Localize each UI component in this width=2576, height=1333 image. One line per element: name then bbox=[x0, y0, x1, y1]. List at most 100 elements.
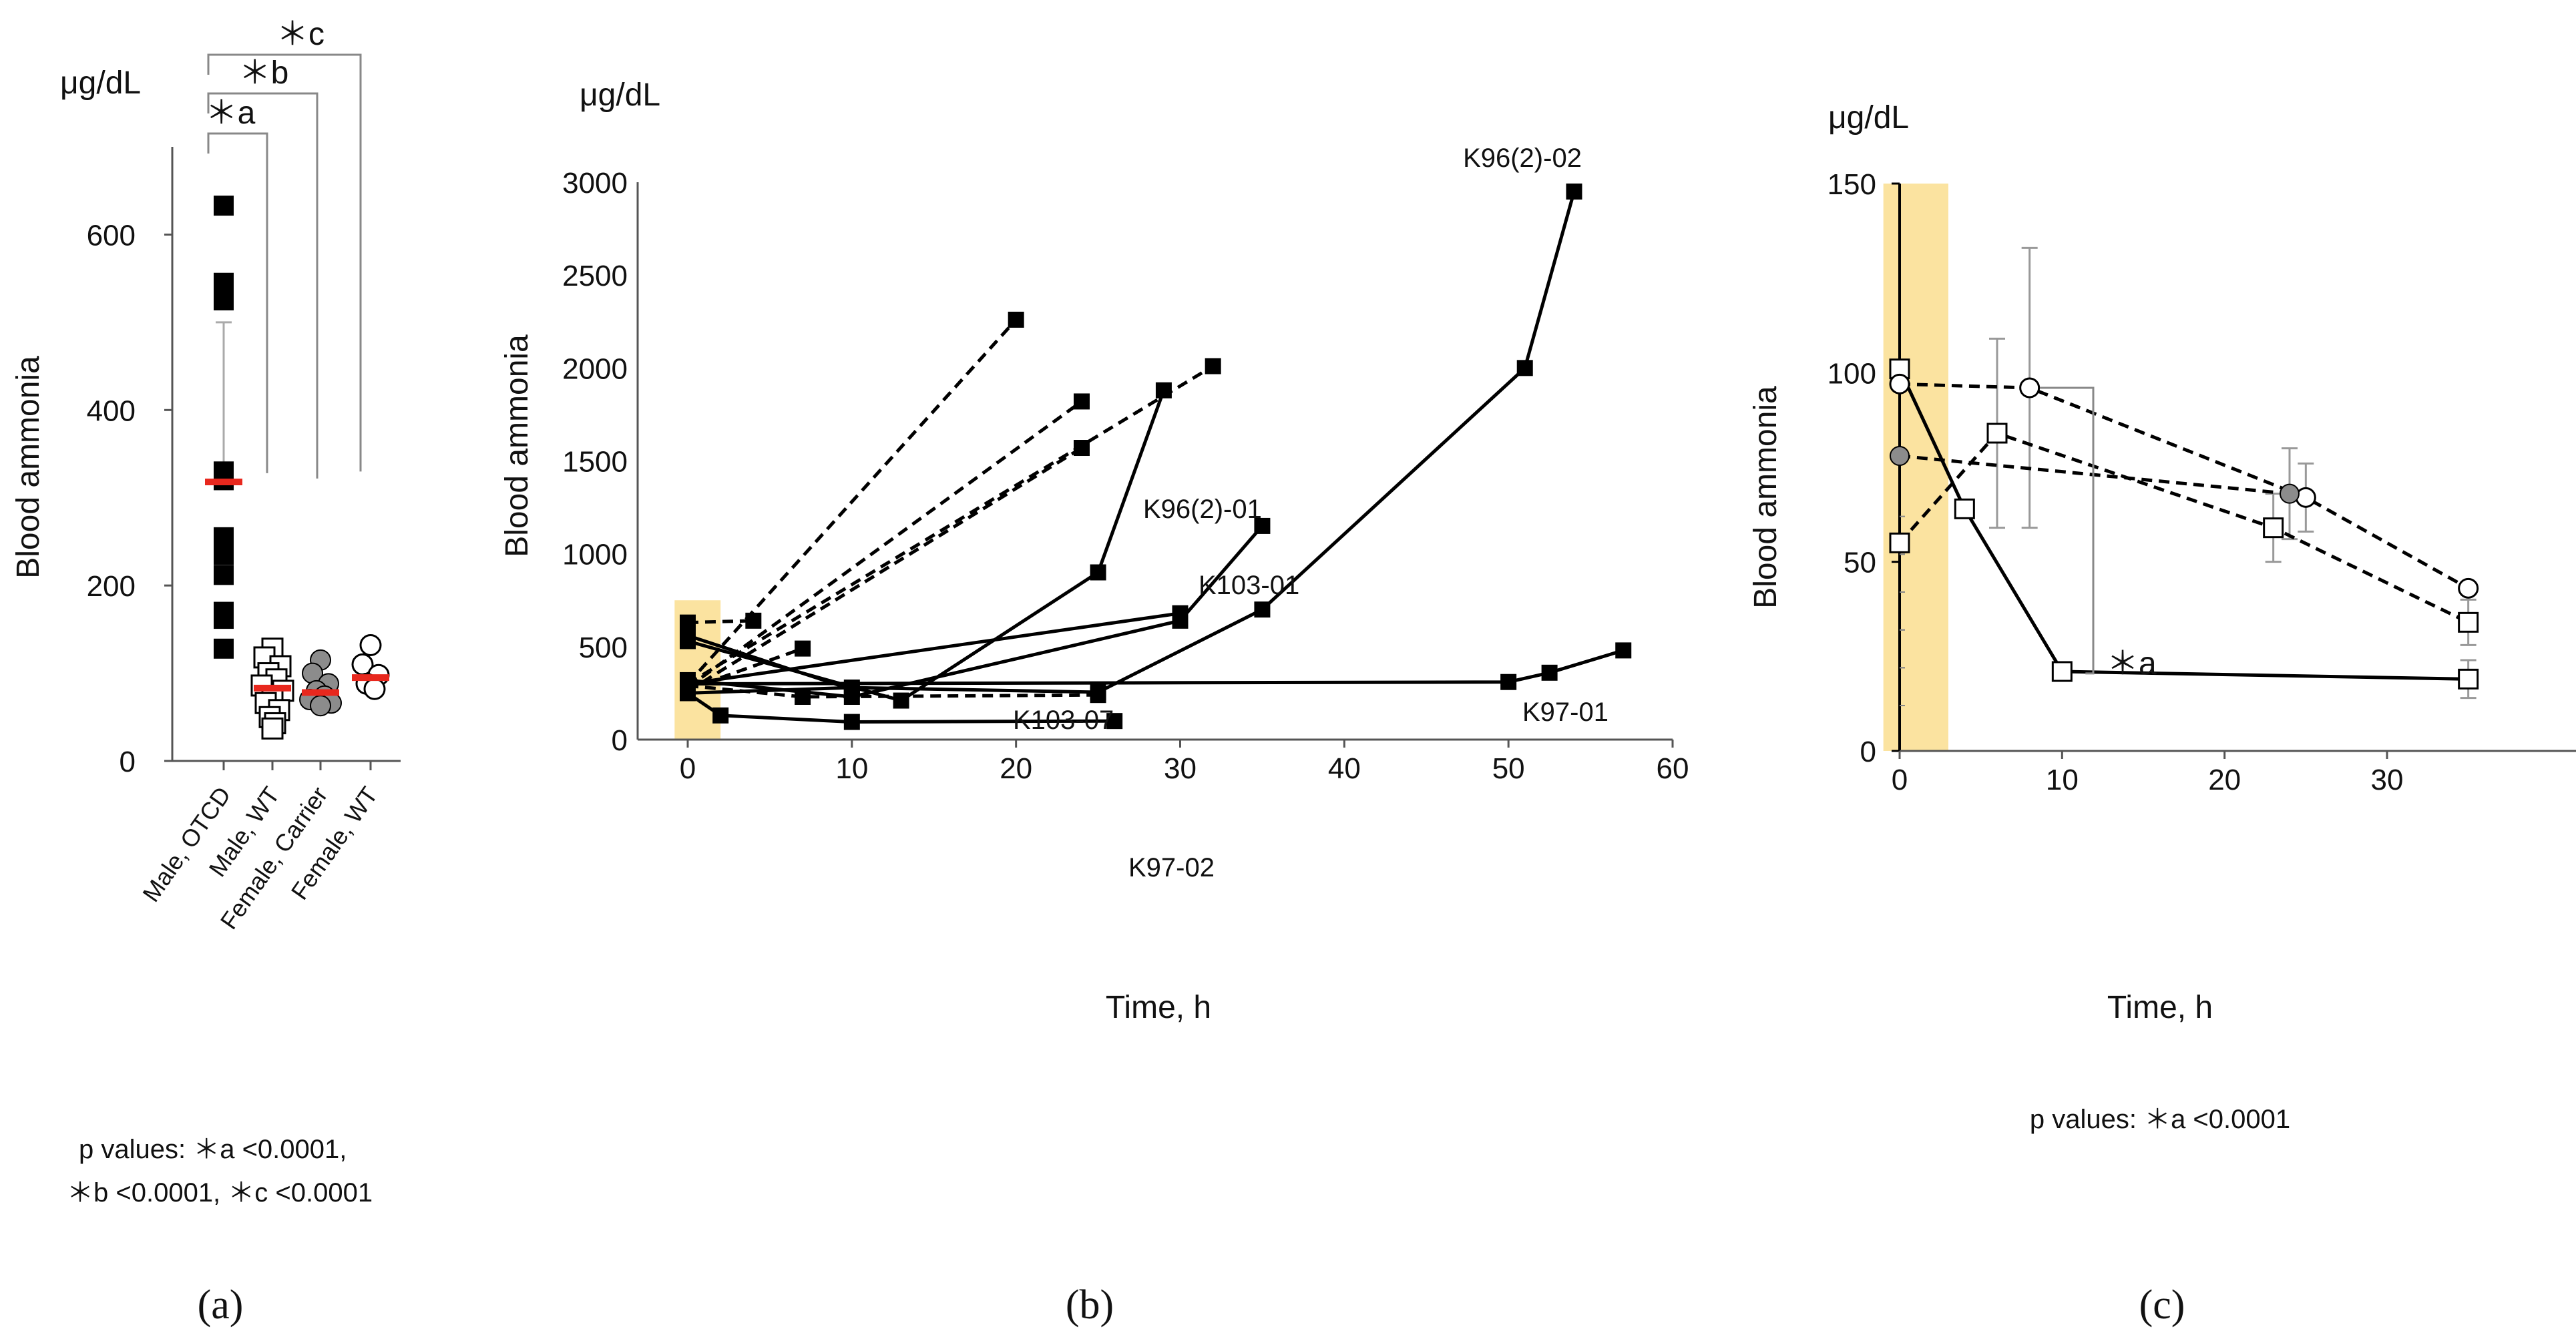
panel-b-point bbox=[1106, 713, 1123, 730]
panel-b-series-line bbox=[687, 649, 1624, 686]
panel-b-point bbox=[1008, 311, 1024, 328]
panel-b-point bbox=[1254, 517, 1271, 534]
panel-a-ytick-label: 0 bbox=[120, 746, 136, 778]
panel-b-series-label: K96(2)-02 bbox=[1463, 144, 1582, 173]
panel-c-ytick-label: 150 bbox=[1828, 168, 1876, 201]
panel-a-significance-bracket bbox=[207, 92, 318, 479]
panel-c-point bbox=[2458, 577, 2479, 599]
panel-b-series-label: K103-07 bbox=[1013, 706, 1114, 735]
panel-c-point bbox=[2280, 483, 2300, 504]
panel-a-pvalues-line1: p values: ＊a <0.0001, bbox=[79, 1135, 347, 1164]
panel-a-point bbox=[261, 717, 284, 740]
panel-b-series-line bbox=[687, 684, 1098, 699]
panel-b-point bbox=[795, 640, 811, 657]
panel-c-point bbox=[2295, 487, 2316, 508]
panel-c-point bbox=[1889, 373, 1910, 394]
panel-b-series-line bbox=[687, 525, 1264, 699]
panel-b-series-line bbox=[686, 400, 1083, 690]
panel-b-point bbox=[1500, 674, 1517, 690]
panel-b-xtick-label: 60 bbox=[1657, 752, 1689, 785]
panel-a-point bbox=[214, 609, 234, 629]
panel-b-xtick-label: 10 bbox=[835, 752, 868, 785]
panel-c-point bbox=[2051, 661, 2073, 682]
panel-a-label: (a) bbox=[198, 1282, 244, 1328]
panel-c-point bbox=[2458, 611, 2479, 633]
panel-a-unit: μg/dL bbox=[60, 65, 141, 101]
panel-c-pvalues: p values: ＊a <0.0001 bbox=[2030, 1105, 2290, 1134]
panel-a-point bbox=[214, 565, 234, 585]
panel-a-point bbox=[214, 290, 234, 310]
panel-c-point bbox=[1889, 532, 1910, 553]
panel-a-point bbox=[363, 678, 386, 700]
panel-c-series-line bbox=[1898, 368, 2468, 681]
panel-b-ylabel: Blood ammonia bbox=[499, 334, 535, 557]
panel-a-point bbox=[214, 545, 234, 565]
panel-a-significance-label: ＊c bbox=[276, 17, 325, 52]
panel-b-series-label: K97-01 bbox=[1522, 698, 1608, 727]
panel-b-series-line bbox=[686, 318, 1018, 686]
panel-b-series-line bbox=[687, 647, 803, 692]
panel-b-point bbox=[680, 614, 696, 631]
panel-b-point bbox=[843, 681, 860, 698]
panel-b-xtick-label: 40 bbox=[1328, 752, 1361, 785]
panel-a-significance-label: ＊a bbox=[206, 95, 256, 131]
panel-c-xtick-label: 20 bbox=[2208, 764, 2241, 796]
panel-a-point bbox=[310, 695, 331, 717]
panel-c-point bbox=[1986, 423, 2008, 444]
panel-a-ytick-label: 600 bbox=[87, 219, 136, 252]
panel-b-point bbox=[1516, 360, 1533, 376]
panel-b-series-line bbox=[687, 633, 853, 692]
panel-b-xtick-label: 0 bbox=[680, 752, 696, 785]
panel-b-series-line bbox=[686, 446, 1083, 693]
panel-b-ytick-label: 2000 bbox=[562, 352, 628, 385]
panel-c-label: (c) bbox=[2139, 1282, 2185, 1328]
panel-c-xtick-label: 30 bbox=[2371, 764, 2404, 796]
panel-b-point bbox=[795, 688, 811, 705]
panel-b-series-label: K103-01 bbox=[1199, 571, 1299, 600]
panel-a-point bbox=[359, 634, 382, 657]
panel-b-point bbox=[745, 612, 762, 629]
panel-b-series-label: K97-02 bbox=[1128, 853, 1215, 882]
panel-c-point bbox=[2263, 517, 2284, 539]
panel-c-series-line bbox=[1899, 382, 2469, 590]
panel-b-xtick-label: 30 bbox=[1164, 752, 1197, 785]
panel-b-series-line bbox=[686, 692, 1115, 724]
panel-b-xlabel: Time, h bbox=[1106, 990, 1211, 1025]
panel-b-ytick-label: 2500 bbox=[562, 260, 628, 292]
panel-b-point bbox=[680, 678, 696, 694]
panel-b-point bbox=[1541, 664, 1558, 681]
panel-b-series-line bbox=[686, 364, 1214, 686]
panel-c-xtick-label: 10 bbox=[2046, 764, 2079, 796]
panel-a-ylabel: Blood ammonia bbox=[11, 356, 46, 579]
panel-c-xtick-label: 0 bbox=[1892, 764, 1908, 796]
panel-c-significance-label: ＊a bbox=[2107, 646, 2157, 682]
panel-c-point bbox=[1890, 446, 1910, 466]
panel-b-ytick-label: 3000 bbox=[562, 167, 628, 200]
panel-c-ytick-label: 100 bbox=[1828, 357, 1876, 390]
panel-c-series-line bbox=[1899, 454, 2290, 496]
panel-b-ytick-label: 1500 bbox=[562, 446, 628, 479]
panel-a-ytick-label: 400 bbox=[87, 394, 136, 427]
panel-a-point bbox=[214, 272, 234, 293]
panel-c-point bbox=[2458, 668, 2479, 690]
panel-b-point bbox=[1090, 687, 1106, 704]
panel-b-label: (b) bbox=[1066, 1282, 1114, 1328]
panel-a-point bbox=[214, 638, 234, 659]
panel-a-significance-label: ＊b bbox=[239, 55, 289, 91]
panel-c-point bbox=[2019, 377, 2041, 398]
panel-b-series-line bbox=[687, 619, 754, 625]
panel-b-ytick-label: 500 bbox=[579, 631, 628, 664]
panel-c: μg/dL Blood ammonia Time, h p values: ＊a… bbox=[1748, 100, 2576, 1328]
panel-a-significance-bracket bbox=[207, 53, 362, 472]
panel-b-point bbox=[1090, 564, 1106, 581]
panel-b-point bbox=[1205, 358, 1221, 374]
panel-b-point bbox=[1172, 605, 1189, 621]
panel-b-point bbox=[1074, 393, 1090, 410]
panel-c-unit: μg/dL bbox=[1828, 100, 1909, 136]
panel-b-point bbox=[1615, 642, 1632, 659]
panel-b-xtick-label: 50 bbox=[1492, 752, 1525, 785]
panel-b-ytick-label: 1000 bbox=[562, 539, 628, 571]
panel-b-ytick-label: 0 bbox=[612, 724, 628, 757]
panel-b-xtick-label: 20 bbox=[1000, 752, 1032, 785]
